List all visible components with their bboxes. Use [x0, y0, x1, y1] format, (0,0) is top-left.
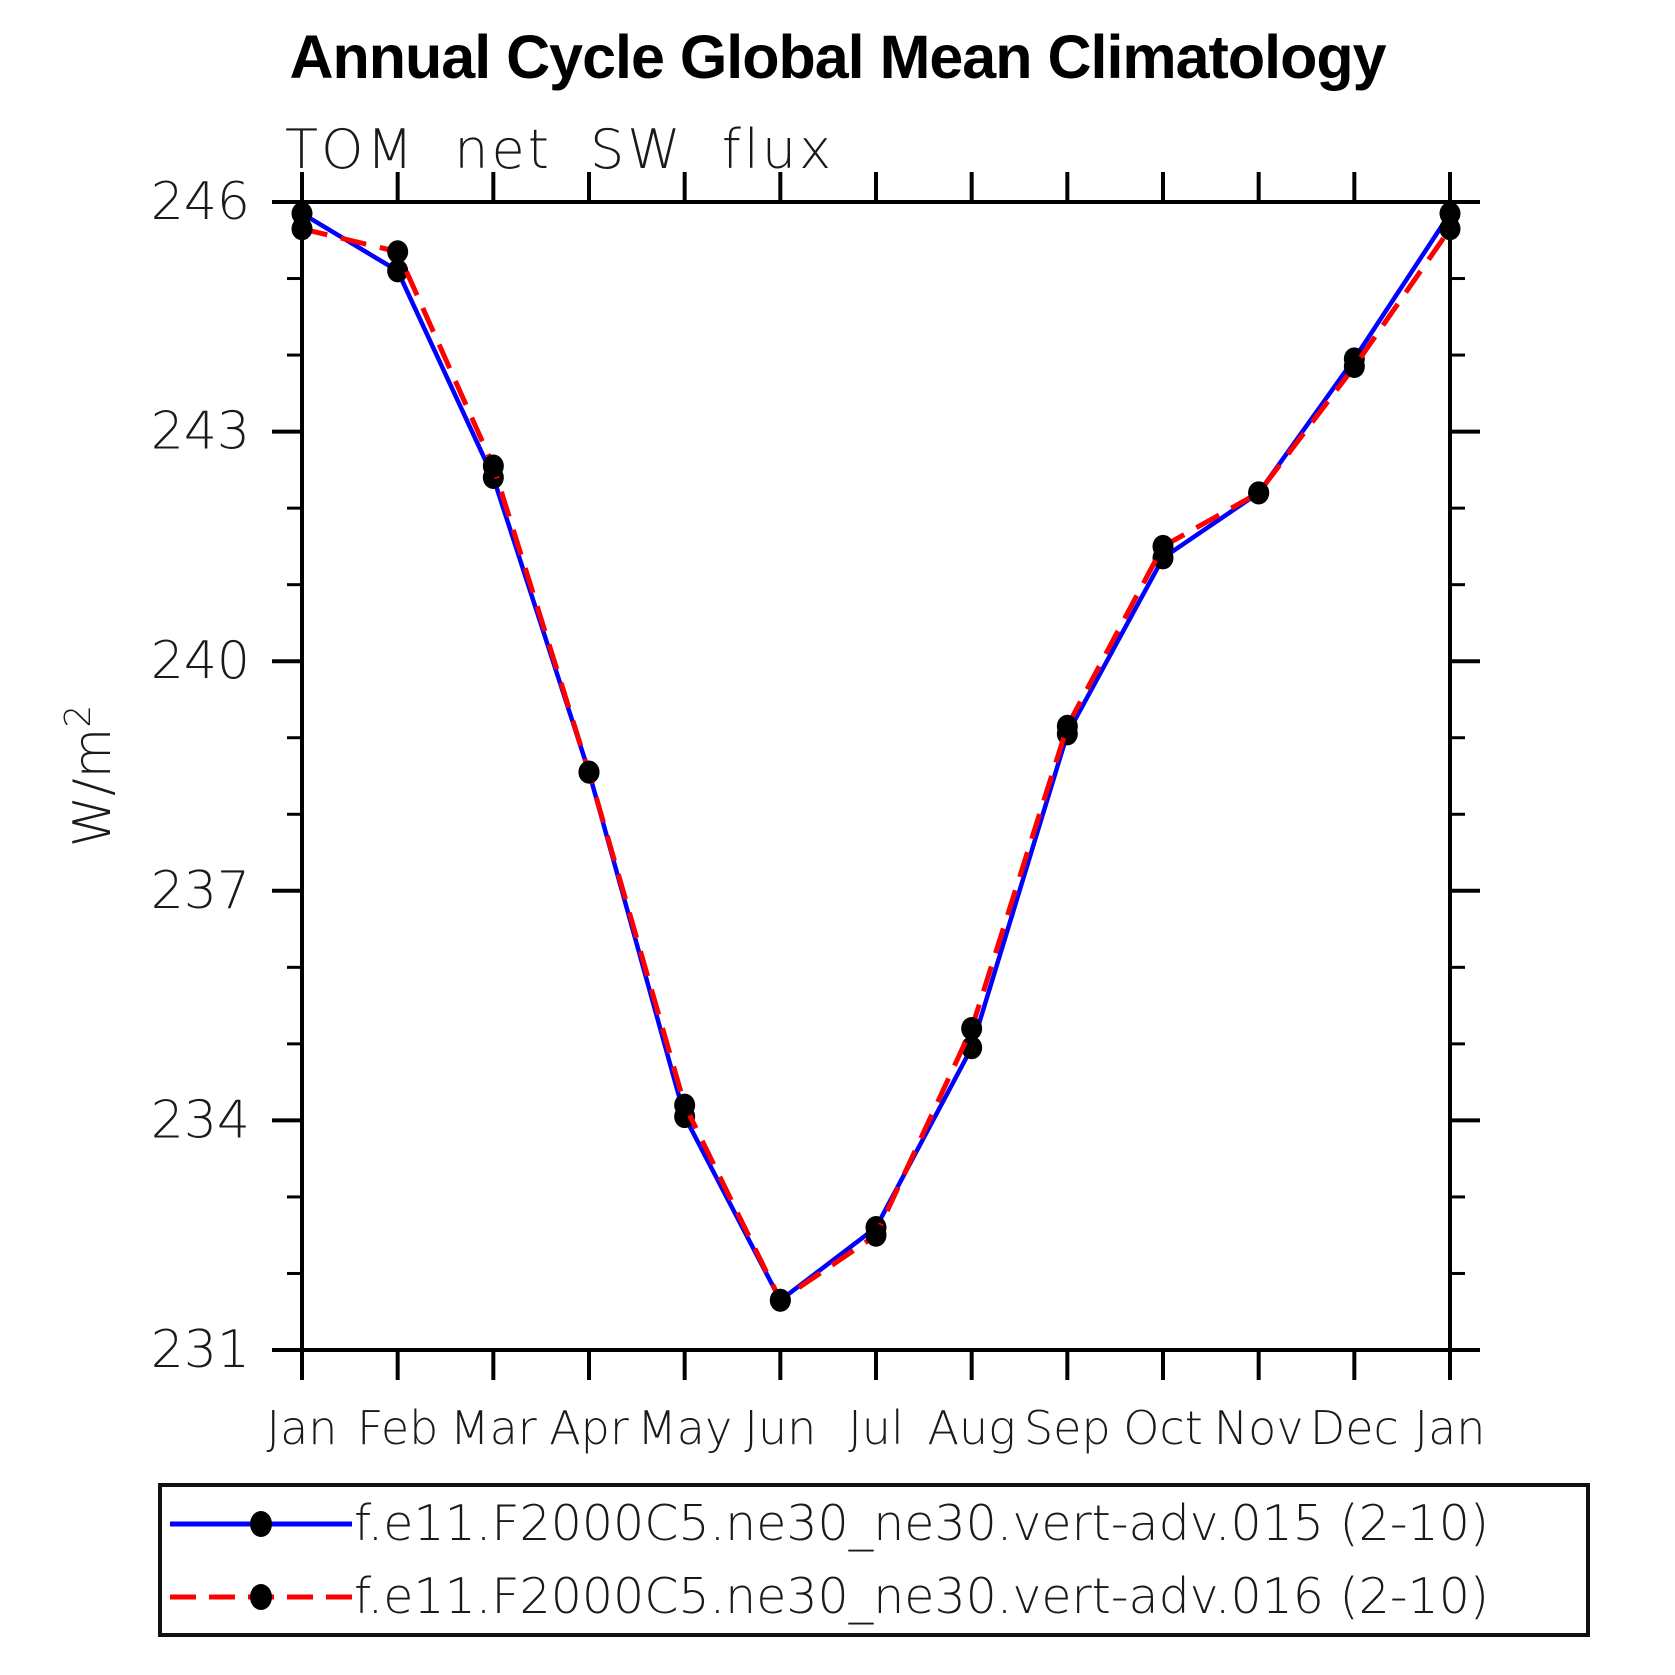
legend-sample-marker — [250, 1510, 272, 1537]
data-point-marker — [578, 760, 600, 784]
data-point-marker — [1343, 355, 1365, 379]
data-point-marker — [387, 240, 409, 264]
data-point-marker — [961, 1036, 983, 1060]
data-point-marker — [291, 217, 313, 241]
y-tick-label: 234 — [151, 1090, 250, 1150]
x-tick-label: Jan — [267, 1401, 338, 1455]
data-point-marker — [769, 1288, 791, 1312]
chart-title: Annual Cycle Global Mean Climatology — [289, 23, 1386, 91]
series-line-0 — [300, 211, 1452, 1304]
legend-line-sample-series-0 — [170, 1510, 352, 1537]
y-tick-label: 240 — [151, 631, 250, 691]
legend-label-series-1: f.e11.F2000C5.ne30_ne30.vert-adv.016 (2-… — [354, 1568, 1489, 1625]
legend-label-series-0: f.e11.F2000C5.ne30_ne30.vert-adv.015 (2-… — [354, 1495, 1489, 1552]
legend-line-sample-series-1 — [170, 1583, 352, 1610]
x-tick-label: Sep — [1024, 1401, 1111, 1455]
x-tick-label: Apr — [549, 1401, 629, 1455]
data-point-marker — [1439, 217, 1461, 241]
x-tick-label: Jul — [848, 1401, 904, 1455]
y-tick-label: 231 — [151, 1320, 250, 1380]
plot-area: TOM net SW flux W/m2 Jan Feb Mar Apr May Jun Jul… — [58, 118, 1486, 1455]
x-tick-label: Mar — [450, 1401, 537, 1455]
plot-subtitle: TOM net SW flux — [285, 118, 834, 181]
x-tick-label: Aug — [928, 1401, 1016, 1455]
y-tick-label: 246 — [151, 172, 250, 232]
data-point-marker — [482, 454, 504, 478]
series-line-1 — [301, 226, 1453, 1304]
data-point-marker — [1056, 714, 1078, 738]
legend-row-series-1: f.e11.F2000C5.ne30_ne30.vert-adv.016 (2-… — [162, 1560, 1586, 1633]
x-tick-label: Jan — [1415, 1401, 1486, 1455]
data-point-marker — [865, 1223, 887, 1247]
legend-sample-marker — [250, 1583, 272, 1610]
legend-row-series-0: f.e11.F2000C5.ne30_ne30.vert-adv.015 (2-… — [162, 1487, 1586, 1560]
x-tick-label: Oct — [1123, 1401, 1203, 1455]
data-point-marker — [387, 259, 409, 283]
data-point-marker — [1248, 481, 1270, 505]
plot-border — [300, 200, 1452, 1352]
data-point-marker — [961, 1017, 983, 1041]
y-axis-label: W/m2 — [58, 705, 123, 848]
data-point-marker — [1152, 534, 1174, 558]
x-tick-label: Feb — [357, 1401, 438, 1455]
x-tick-label: Nov — [1214, 1401, 1304, 1455]
legend-box: f.e11.F2000C5.ne30_ne30.vert-adv.015 (2-… — [158, 1483, 1590, 1637]
data-point-marker — [674, 1093, 696, 1117]
x-tick-label: Dec — [1310, 1401, 1399, 1455]
y-tick-label: 237 — [151, 861, 250, 921]
x-tick-label: Jun — [744, 1401, 816, 1455]
y-tick-label: 243 — [151, 402, 250, 462]
x-tick-label: May — [637, 1401, 732, 1455]
